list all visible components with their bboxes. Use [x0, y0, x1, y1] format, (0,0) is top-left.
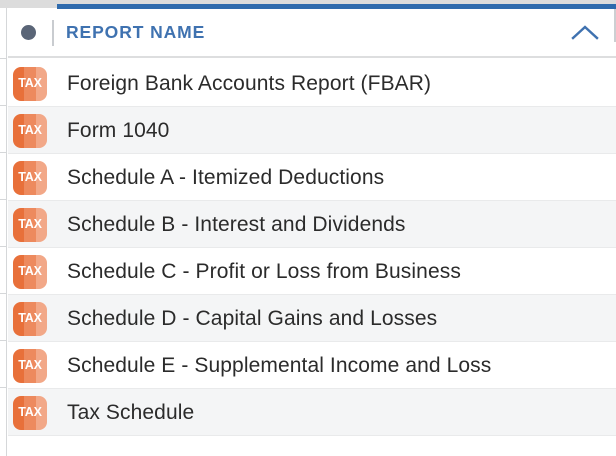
report-list[interactable]: TAX Foreign Bank Accounts Report (FBAR) … — [8, 60, 616, 456]
list-item[interactable]: TAX Foreign Bank Accounts Report (FBAR) — [8, 60, 616, 107]
column-header[interactable]: REPORT NAME — [8, 9, 616, 58]
list-item[interactable]: TAX Schedule A - Itemized Deductions — [8, 154, 616, 201]
tax-document-icon: TAX — [13, 301, 47, 336]
tax-document-icon: TAX — [13, 66, 47, 101]
list-item-label: Schedule C - Profit or Loss from Busines… — [67, 259, 461, 283]
tax-icon-label: TAX — [18, 405, 42, 420]
tax-icon-label: TAX — [18, 311, 42, 326]
tax-document-icon: TAX — [13, 348, 47, 383]
tax-icon-label: TAX — [18, 123, 42, 138]
tax-icon-label: TAX — [18, 76, 42, 91]
list-item-label: Foreign Bank Accounts Report (FBAR) — [67, 71, 432, 95]
list-item[interactable]: TAX Schedule B - Interest and Dividends — [8, 201, 616, 248]
selection-dot-icon[interactable] — [21, 25, 36, 40]
list-item[interactable]: TAX Schedule E - Supplemental Income and… — [8, 342, 616, 389]
window-accent-bar — [57, 4, 616, 9]
tax-icon-label: TAX — [18, 170, 42, 185]
list-item-label: Schedule A - Itemized Deductions — [67, 165, 385, 189]
list-item[interactable]: TAX Tax Schedule — [8, 389, 616, 436]
list-item[interactable]: TAX Form 1040 — [8, 107, 616, 154]
chevron-up-icon[interactable] — [570, 18, 600, 48]
tax-icon-label: TAX — [18, 264, 42, 279]
column-header-title: REPORT NAME — [66, 22, 206, 42]
tax-icon-label: TAX — [18, 217, 42, 232]
list-item[interactable]: TAX Schedule C - Profit or Loss from Bus… — [8, 248, 616, 295]
tax-document-icon: TAX — [13, 254, 47, 289]
list-item[interactable]: TAX Schedule D - Capital Gains and Losse… — [8, 295, 616, 342]
tax-document-icon: TAX — [13, 207, 47, 242]
left-gutter-rail — [0, 8, 7, 456]
header-right-edge — [614, 9, 616, 42]
list-item-label: Tax Schedule — [67, 400, 195, 424]
list-item-label: Schedule B - Interest and Dividends — [67, 212, 406, 236]
list-item-label: Form 1040 — [67, 118, 170, 142]
list-item-label: Schedule D - Capital Gains and Losses — [67, 306, 438, 330]
tax-document-icon: TAX — [13, 160, 47, 195]
header-divider — [52, 19, 54, 46]
tax-icon-label: TAX — [18, 358, 42, 373]
tax-document-icon: TAX — [13, 113, 47, 148]
tax-document-icon: TAX — [13, 395, 47, 430]
list-item-label: Schedule E - Supplemental Income and Los… — [67, 353, 492, 377]
